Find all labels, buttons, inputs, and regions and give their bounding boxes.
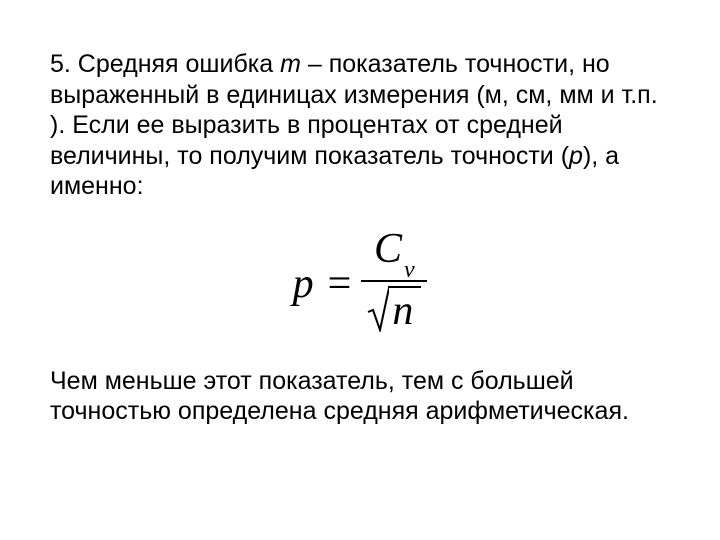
denominator: n	[361, 282, 427, 340]
numerator-C: C	[374, 226, 402, 272]
equals-sign: =	[328, 260, 352, 308]
formula: p = Cv n	[293, 228, 428, 340]
variable-m: m	[280, 50, 301, 78]
fraction: Cv n	[361, 228, 427, 340]
formula-lhs: p	[293, 260, 314, 308]
paragraph-1: 5. Средняя ошибка m – показатель точност…	[50, 49, 670, 202]
formula-container: p = Cv n	[50, 228, 670, 340]
numerator-subscript: v	[404, 257, 415, 283]
document-page: 5. Средняя ошибка m – показатель точност…	[0, 0, 720, 540]
radical-icon	[367, 286, 389, 332]
square-root: n	[367, 286, 421, 332]
variable-p: p	[569, 142, 583, 170]
paragraph-2: Чем меньше этот показатель, тем с больше…	[50, 366, 670, 427]
text-segment: 5. Средняя ошибка	[50, 50, 280, 78]
numerator: Cv	[368, 228, 421, 280]
radicand: n	[388, 286, 421, 332]
